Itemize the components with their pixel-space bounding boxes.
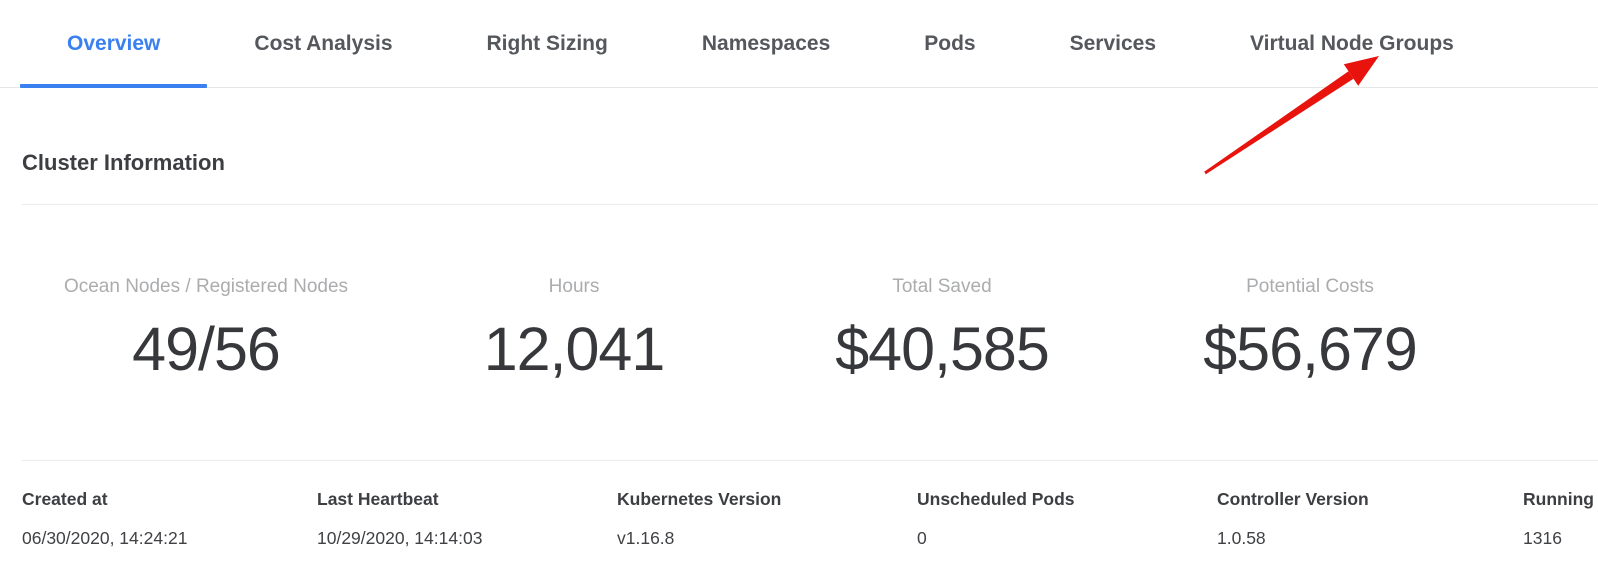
- detail-label: Last Heartbeat: [317, 489, 439, 509]
- stat-potential-costs: Potential Costs $56,679: [1126, 275, 1494, 383]
- detail-created-at: Created at 06/30/2020, 14:24:21: [22, 488, 187, 549]
- stat-value: 49/56: [132, 315, 281, 383]
- active-tab-indicator: [20, 84, 208, 88]
- stat-value: $56,679: [1203, 315, 1418, 383]
- stat-value: $40,585: [835, 315, 1050, 383]
- tab-namespaces[interactable]: Namespaces: [655, 0, 877, 87]
- stat-hours: Hours 12,041: [390, 275, 758, 383]
- cluster-stats-row: Ocean Nodes / Registered Nodes 49/56 Hou…: [22, 275, 1598, 383]
- stat-label: Potential Costs: [1246, 276, 1374, 297]
- detail-label: Controller Version: [1217, 489, 1369, 509]
- detail-unscheduled-pods: Unscheduled Pods 0: [917, 488, 1075, 549]
- stats-divider: [22, 460, 1598, 461]
- detail-label: Unscheduled Pods: [917, 489, 1075, 509]
- tab-right-sizing-label: Right Sizing: [486, 31, 608, 55]
- tab-namespaces-label: Namespaces: [701, 31, 831, 55]
- detail-last-heartbeat: Last Heartbeat 10/29/2020, 14:14:03: [317, 488, 482, 549]
- detail-value: 1.0.58: [1217, 528, 1266, 548]
- detail-value: 06/30/2020, 14:24:21: [22, 528, 188, 548]
- tab-cost-analysis-label: Cost Analysis: [254, 31, 393, 55]
- tab-cost-analysis[interactable]: Cost Analysis: [207, 0, 439, 87]
- tab-services[interactable]: Services: [1023, 0, 1203, 87]
- stat-label: Total Saved: [892, 276, 992, 297]
- tab-services-label: Services: [1069, 31, 1157, 55]
- stat-ocean-nodes: Ocean Nodes / Registered Nodes 49/56: [22, 275, 390, 383]
- stat-total-saved: Total Saved $40,585: [758, 275, 1126, 383]
- detail-label: Running Pods: [1523, 489, 1598, 509]
- detail-running-pods: Running Pods 1316: [1523, 488, 1598, 549]
- detail-value: 1316: [1523, 528, 1562, 548]
- tab-overview[interactable]: Overview: [20, 0, 208, 88]
- tab-virtual-node-groups-label: Virtual Node Groups: [1250, 31, 1454, 55]
- tab-right-sizing[interactable]: Right Sizing: [440, 0, 655, 87]
- detail-value: 10/29/2020, 14:14:03: [317, 528, 483, 548]
- detail-label: Kubernetes Version: [617, 489, 782, 509]
- tab-overview-label: Overview: [67, 31, 161, 55]
- tab-virtual-node-groups[interactable]: Virtual Node Groups: [1203, 0, 1501, 87]
- detail-kubernetes-version: Kubernetes Version v1.16.8: [617, 488, 781, 549]
- stat-label: Ocean Nodes / Registered Nodes: [63, 276, 349, 297]
- section-title: Cluster Information: [22, 150, 225, 175]
- stat-label: Hours: [548, 276, 600, 297]
- detail-value: v1.16.8: [617, 528, 675, 548]
- detail-label: Created at: [22, 489, 108, 509]
- detail-value: 0: [917, 528, 927, 548]
- cluster-tab-bar: Overview Cost Analysis Right Sizing Name…: [0, 0, 1598, 88]
- section-divider: [22, 204, 1598, 205]
- stat-value: 12,041: [483, 315, 666, 383]
- tab-pods[interactable]: Pods: [877, 0, 1022, 87]
- tab-pods-label: Pods: [924, 31, 976, 55]
- detail-controller-version: Controller Version 1.0.58: [1217, 488, 1369, 549]
